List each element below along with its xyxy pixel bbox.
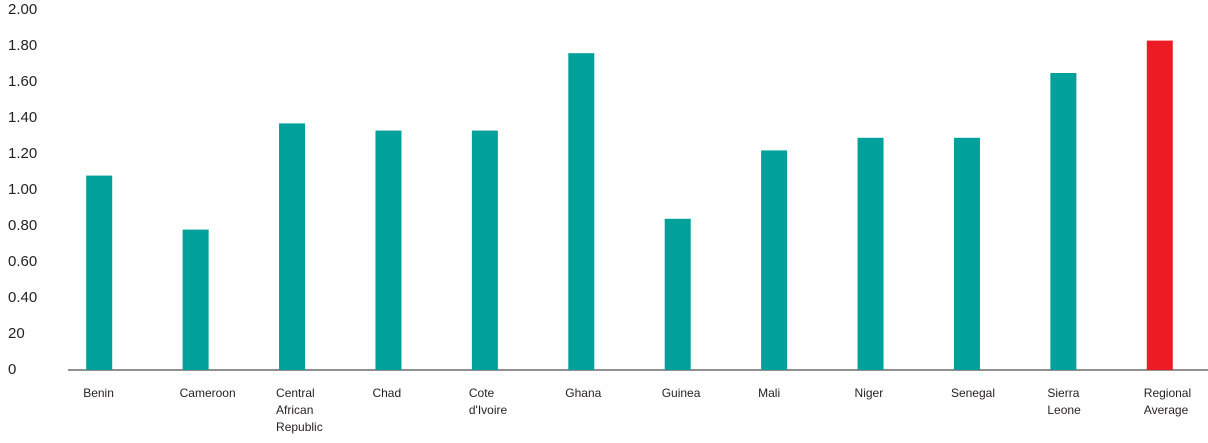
x-tick-label: Ghana xyxy=(565,386,601,400)
x-tick-label: Cote xyxy=(469,386,495,400)
x-tick-label: Republic xyxy=(276,420,323,434)
bar xyxy=(182,229,209,370)
x-tick-label: Benin xyxy=(83,386,114,400)
bar xyxy=(761,150,788,370)
bar xyxy=(568,53,595,370)
y-tick-label: 0.60 xyxy=(8,253,37,270)
x-tick-label: African xyxy=(276,403,313,417)
y-tick-label: 1.20 xyxy=(8,145,37,162)
bar xyxy=(375,130,402,370)
x-tick-label: Cameroon xyxy=(180,386,236,400)
y-tick-label: 1.60 xyxy=(8,73,37,90)
bar xyxy=(86,175,113,370)
x-tick-label: Senegal xyxy=(951,386,995,400)
y-tick-label: 20 xyxy=(8,325,25,342)
x-tick-label: Regional xyxy=(1144,386,1191,400)
bar xyxy=(1146,40,1173,370)
bar xyxy=(857,137,884,370)
x-tick-label: Average xyxy=(1144,403,1189,417)
y-tick-label: 1.00 xyxy=(8,181,37,198)
bar xyxy=(279,123,306,371)
x-tick-label: Central xyxy=(276,386,315,400)
bar xyxy=(1050,73,1077,370)
y-tick-label: 1.80 xyxy=(8,37,37,54)
bar xyxy=(471,130,498,370)
x-tick-label: Mali xyxy=(758,386,780,400)
x-tick-label: d'Ivoire xyxy=(469,403,508,417)
x-tick-label: Sierra xyxy=(1047,386,1079,400)
bar xyxy=(953,137,980,370)
y-tick-label: 2.00 xyxy=(8,1,37,18)
x-tick-label: Niger xyxy=(855,386,884,400)
y-tick-label: 1.40 xyxy=(8,109,37,126)
x-tick-label: Leone xyxy=(1047,403,1081,417)
x-tick-label: Guinea xyxy=(662,386,701,400)
x-tick-label: Chad xyxy=(372,386,401,400)
y-tick-label: 0.80 xyxy=(8,217,37,234)
bar xyxy=(664,218,691,370)
y-tick-label: 0 xyxy=(8,361,16,378)
y-tick-label: 0.40 xyxy=(8,289,37,306)
